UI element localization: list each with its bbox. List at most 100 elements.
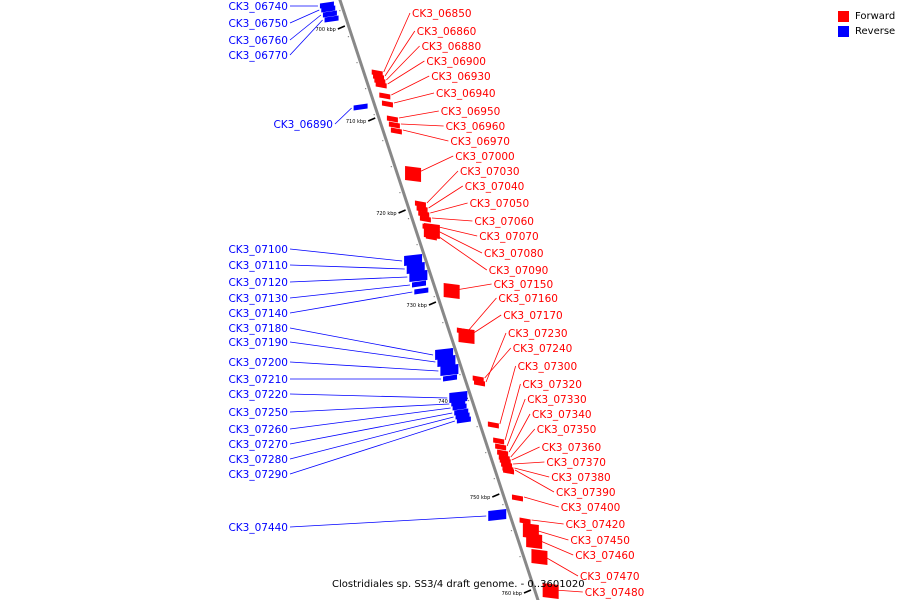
gene-leader-line xyxy=(514,467,550,478)
forward-gene-shape xyxy=(381,100,393,108)
forward-gene-shape xyxy=(511,494,523,502)
forward-gene-label: CK3_07420 xyxy=(566,519,626,531)
reverse-gene-label: CK3_07120 xyxy=(228,277,288,289)
scale-dot xyxy=(407,218,410,220)
gene-leader-line xyxy=(386,45,420,81)
forward-gene-label: CK3_06970 xyxy=(450,136,510,148)
scale-dot xyxy=(356,62,358,64)
forward-gene-shape xyxy=(519,517,531,525)
reverse-gene-label: CK3_07290 xyxy=(228,469,288,481)
gene-leader-line xyxy=(289,19,323,56)
reverse-gene-label: CK3_06740 xyxy=(228,1,288,13)
scale-dot xyxy=(365,88,367,90)
gene-leader-line xyxy=(534,529,569,541)
gene-leader-line xyxy=(391,75,430,96)
scale-dot xyxy=(519,556,521,558)
reverse-gene-label: CK3_07190 xyxy=(228,337,288,349)
forward-gene-label: CK3_07240 xyxy=(513,343,573,355)
forward-gene-label: CK3_06850 xyxy=(412,8,472,20)
gene-leader-line xyxy=(289,361,439,372)
tick-mark xyxy=(491,493,500,498)
gene-leader-line xyxy=(398,110,439,119)
scale-dot xyxy=(382,140,384,142)
forward-gene-shape xyxy=(487,421,499,429)
gene-leader-line xyxy=(289,341,436,363)
reverse-gene-label: CK3_07260 xyxy=(228,424,288,436)
forward-gene-label: CK3_06940 xyxy=(436,88,496,100)
gene-leader-line xyxy=(484,347,512,379)
forward-gene-label: CK3_07480 xyxy=(585,587,645,599)
gene-leader-line xyxy=(485,332,507,383)
gene-leader-line xyxy=(400,123,444,127)
legend: Forward Reverse xyxy=(838,9,895,39)
scale-dot xyxy=(373,114,375,116)
scale-dot xyxy=(467,400,470,402)
forward-gene-label: CK3_07390 xyxy=(556,487,616,499)
gene-leader-line xyxy=(538,539,574,556)
reverse-gene-label: CK3_07220 xyxy=(228,389,288,401)
scale-dot xyxy=(399,192,401,194)
gene-leader-line xyxy=(289,403,450,413)
forward-gene-shape xyxy=(386,115,398,123)
gene-leader-line xyxy=(289,407,451,430)
gene-leader-line xyxy=(289,264,405,270)
forward-gene-label: CK3_07050 xyxy=(470,198,530,210)
forward-gene-shape xyxy=(531,549,548,565)
reverse-gene-shape xyxy=(452,403,467,411)
gene-leader-line xyxy=(402,129,449,142)
reverse-gene-label: CK3_07130 xyxy=(228,293,288,305)
forward-gene-shape xyxy=(493,437,505,445)
gene-leader-line xyxy=(468,297,497,331)
scale-dot xyxy=(433,296,435,298)
genome-caption: Clostridiales sp. SS3/4 draft genome. - … xyxy=(332,579,585,590)
reverse-gene-label: CK3_07110 xyxy=(228,260,288,272)
gene-leader-line xyxy=(523,496,559,508)
gene-leader-line xyxy=(431,217,473,222)
scale-dot xyxy=(485,452,487,454)
genome-backbone xyxy=(338,0,540,600)
forward-gene-label: CK3_07470 xyxy=(580,571,640,583)
gene-leader-line xyxy=(508,413,531,453)
gene-leader-line xyxy=(428,185,464,209)
forward-gene-shape xyxy=(375,81,387,89)
scale-dot xyxy=(476,426,478,428)
tick-label: 740 kbp xyxy=(438,399,458,405)
reverse-gene-shape xyxy=(414,287,429,295)
forward-gene-label: CK3_07090 xyxy=(489,265,549,277)
gene-leader-line xyxy=(334,107,352,125)
scale-dot xyxy=(493,478,495,480)
forward-gene-shape xyxy=(443,283,460,299)
tick-label: 730 kbp xyxy=(407,303,427,309)
gene-leader-line xyxy=(513,461,545,465)
gene-leader-line xyxy=(383,12,411,73)
tick-label: 750 kbp xyxy=(470,495,490,501)
gene-leader-line xyxy=(289,9,320,24)
forward-gene-label: CK3_07080 xyxy=(484,248,544,260)
forward-gene-shape xyxy=(503,467,515,475)
legend-forward-label: Forward xyxy=(855,11,896,22)
forward-gene-shape xyxy=(542,583,559,599)
gene-leader-line xyxy=(289,393,448,399)
reverse-gene-shape xyxy=(353,103,368,111)
gene-leader-line xyxy=(289,291,413,314)
forward-gene-label: CK3_06930 xyxy=(431,71,491,83)
gene-leader-line xyxy=(289,420,456,475)
gene-leader-line xyxy=(289,416,454,460)
forward-gene-label: CK3_07460 xyxy=(575,550,635,562)
forward-gene-label: CK3_07350 xyxy=(537,424,597,436)
tick-label: 720 kbp xyxy=(376,211,396,217)
forward-gene-label: CK3_06860 xyxy=(417,26,477,38)
tick-label: 760 kbp xyxy=(502,591,522,597)
reverse-gene-shape xyxy=(440,364,459,376)
scale-dot xyxy=(347,36,350,38)
reverse-gene-label: CK3_07250 xyxy=(228,407,288,419)
legend-forward: Forward xyxy=(838,9,895,24)
legend-reverse: Reverse xyxy=(838,24,895,39)
reverse-gene-label: CK3_06770 xyxy=(228,50,288,62)
forward-gene-label: CK3_07360 xyxy=(542,442,602,454)
forward-gene-label: CK3_06960 xyxy=(446,121,506,133)
forward-gene-label: CK3_07170 xyxy=(503,310,563,322)
forward-gene-shape xyxy=(388,121,400,129)
reverse-gene-shape xyxy=(456,416,471,424)
forward-gene-shape xyxy=(526,533,543,549)
